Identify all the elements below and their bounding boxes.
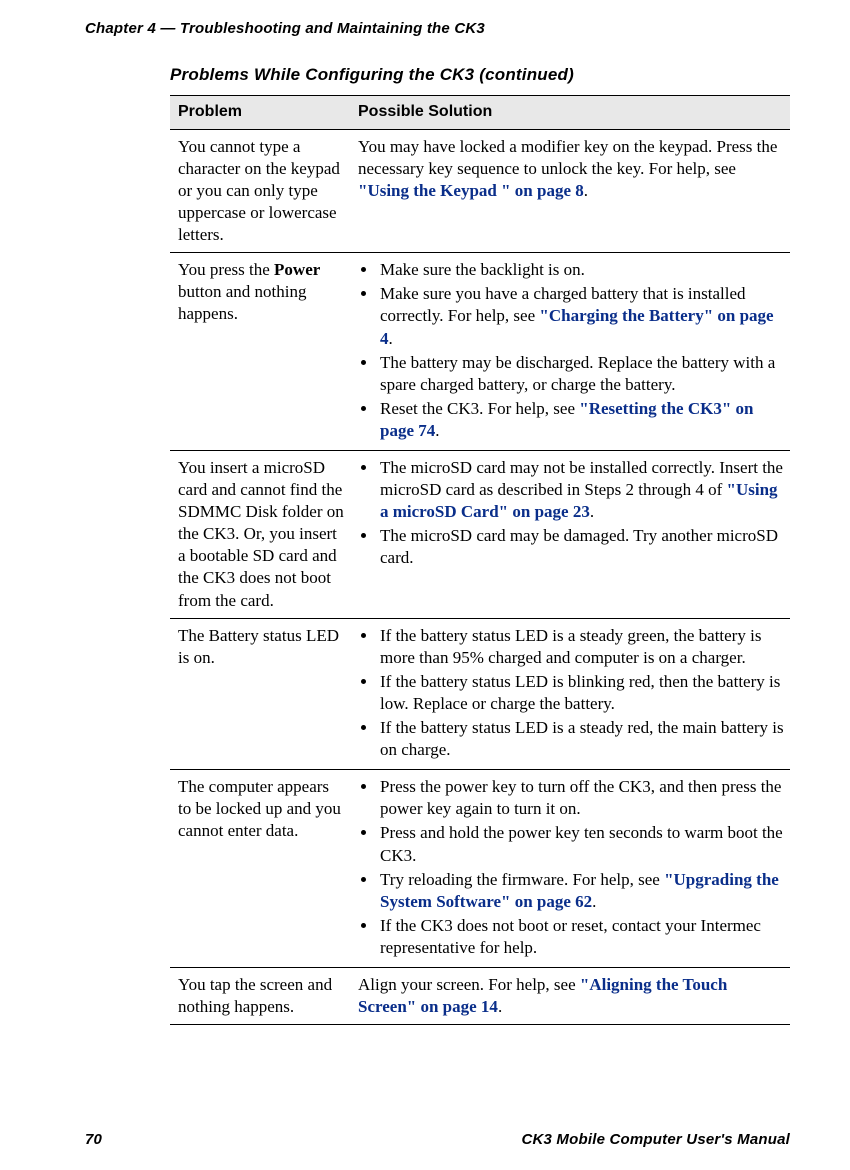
problem-cell: You insert a microSD card and cannot fin… — [170, 451, 350, 619]
col-solution: Possible Solution — [350, 96, 790, 130]
list-item: Press and hold the power key ten seconds… — [378, 822, 784, 866]
list-item: If the battery status LED is a steady gr… — [378, 625, 784, 669]
list-item: Make sure you have a charged battery tha… — [378, 283, 784, 349]
list-item: Reset the CK3. For help, see "Resetting … — [378, 398, 784, 442]
troubleshooting-table: Problem Possible Solution You cannot typ… — [170, 95, 790, 1025]
table-row: You tap the screen and nothing happens. … — [170, 967, 790, 1024]
solution-text: . — [435, 421, 439, 440]
solution-text: The microSD card may not be installed co… — [380, 458, 783, 499]
solution-text: You may have locked a modifier key on th… — [358, 137, 777, 178]
list-item: Make sure the backlight is on. — [378, 259, 784, 281]
problem-cell: The Battery status LED is on. — [170, 618, 350, 770]
problem-cell: You press the Power button and nothing h… — [170, 253, 350, 451]
table-title: Problems While Configuring the CK3 (cont… — [170, 65, 790, 85]
list-item: The microSD card may be damaged. Try ano… — [378, 525, 784, 569]
solution-text: . — [592, 892, 596, 911]
solution-text: Try reloading the firmware. For help, se… — [380, 870, 664, 889]
solution-text: Align your screen. For help, see — [358, 975, 580, 994]
table-row: You insert a microSD card and cannot fin… — [170, 451, 790, 619]
list-item: Press the power key to turn off the CK3,… — [378, 776, 784, 820]
problem-text: button and nothing happens. — [178, 282, 306, 323]
solution-text: Reset the CK3. For help, see — [380, 399, 579, 418]
doc-title: CK3 Mobile Computer User's Manual — [521, 1131, 790, 1148]
table-row: You cannot type a character on the keypa… — [170, 129, 790, 252]
problem-cell: The computer appears to be locked up and… — [170, 770, 350, 968]
page-number: 70 — [85, 1131, 102, 1148]
xref-link[interactable]: "Using the Keypad " on page 8 — [358, 181, 584, 200]
page-footer: 70 CK3 Mobile Computer User's Manual — [85, 1131, 790, 1148]
solution-cell: The microSD card may not be installed co… — [350, 451, 790, 619]
list-item: The microSD card may not be installed co… — [378, 457, 784, 523]
table-row: The Battery status LED is on. If the bat… — [170, 618, 790, 770]
problem-text-bold: Power — [274, 260, 320, 279]
chapter-header: Chapter 4 — Troubleshooting and Maintain… — [85, 20, 790, 37]
solution-cell: Press the power key to turn off the CK3,… — [350, 770, 790, 968]
table-row: You press the Power button and nothing h… — [170, 253, 790, 451]
problem-cell: You cannot type a character on the keypa… — [170, 129, 350, 252]
solution-text: . — [389, 329, 393, 348]
problem-cell: You tap the screen and nothing happens. — [170, 967, 350, 1024]
problem-text: You press the — [178, 260, 274, 279]
list-item: Try reloading the firmware. For help, se… — [378, 869, 784, 913]
table-row: The computer appears to be locked up and… — [170, 770, 790, 968]
solution-cell: You may have locked a modifier key on th… — [350, 129, 790, 252]
list-item: If the battery status LED is blinking re… — [378, 671, 784, 715]
list-item: If the battery status LED is a steady re… — [378, 717, 784, 761]
solution-cell: Make sure the backlight is on. Make sure… — [350, 253, 790, 451]
list-item: If the CK3 does not boot or reset, conta… — [378, 915, 784, 959]
col-problem: Problem — [170, 96, 350, 130]
list-item: The battery may be discharged. Replace t… — [378, 352, 784, 396]
solution-text: . — [584, 181, 588, 200]
solution-cell: Align your screen. For help, see "Aligni… — [350, 967, 790, 1024]
solution-text: . — [590, 502, 594, 521]
solution-cell: If the battery status LED is a steady gr… — [350, 618, 790, 770]
solution-text: . — [498, 997, 502, 1016]
